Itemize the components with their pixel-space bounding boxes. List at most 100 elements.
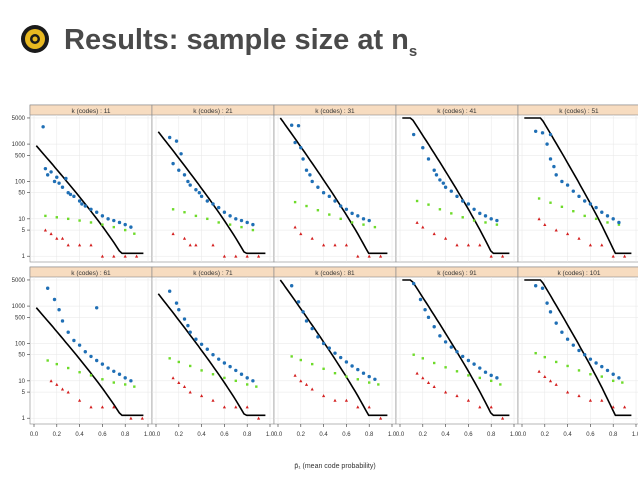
- blue-point: [100, 214, 105, 218]
- x-tick-label: 0.4: [75, 432, 84, 438]
- green-point: [234, 379, 237, 383]
- blue-point: [129, 225, 133, 229]
- green-point: [228, 223, 232, 226]
- green-point: [78, 371, 81, 374]
- blue-point: [117, 372, 122, 376]
- panel-strip-label: k (codes) : 11: [72, 108, 111, 115]
- green-point: [206, 217, 209, 221]
- green-point: [534, 351, 537, 355]
- blue-point: [432, 168, 436, 172]
- green-point: [89, 221, 93, 224]
- blue-point: [296, 124, 301, 128]
- panel-frame: [395, 104, 519, 263]
- red-point: [426, 380, 431, 384]
- green-point: [240, 225, 243, 229]
- green-point: [612, 379, 615, 383]
- blue-point: [296, 300, 301, 304]
- blue-point: [577, 348, 581, 353]
- x-tick-label: 0.6: [342, 432, 351, 438]
- blue-point: [89, 207, 93, 211]
- green-point: [444, 366, 447, 369]
- blue-point: [548, 132, 553, 137]
- blue-point: [308, 173, 312, 177]
- green-point: [251, 228, 255, 232]
- red-point: [211, 398, 215, 402]
- green-point: [373, 225, 377, 229]
- green-point: [461, 216, 464, 219]
- panel-frame: [517, 266, 638, 425]
- red-point: [182, 236, 187, 240]
- red-point: [140, 416, 144, 420]
- red-point: [310, 236, 314, 240]
- blue-point: [80, 202, 84, 206]
- blue-point: [554, 321, 558, 325]
- red-point: [89, 405, 93, 409]
- y-tick-label: 500: [15, 315, 26, 321]
- green-point: [133, 232, 136, 235]
- blue-point: [199, 342, 204, 346]
- blue-point: [72, 338, 76, 343]
- panel-strip: [517, 266, 638, 278]
- red-point: [566, 232, 570, 236]
- green-point: [67, 217, 70, 221]
- blue-point: [617, 376, 621, 380]
- blue-point: [188, 330, 192, 334]
- x-tick-label: 0.2: [175, 432, 184, 438]
- red-point: [257, 416, 261, 420]
- blue-point: [495, 376, 499, 380]
- blue-point: [367, 218, 371, 223]
- green-point: [589, 373, 592, 376]
- red-point: [188, 243, 192, 247]
- x-tick-label: 0.8: [243, 432, 252, 438]
- red-point: [444, 390, 448, 394]
- blue-point: [316, 335, 320, 339]
- panel-strip-label: k (codes) : 71: [193, 270, 233, 277]
- blue-point: [321, 191, 326, 195]
- red-point: [623, 254, 627, 258]
- blue-point: [251, 222, 255, 227]
- red-point: [112, 405, 116, 409]
- panel-strip-label: k (codes) : 21: [193, 108, 233, 115]
- blue-point: [565, 337, 570, 341]
- x-tick-label: 1.0: [632, 432, 638, 438]
- green-point: [377, 383, 380, 386]
- red-point: [623, 405, 627, 409]
- blue-point: [228, 214, 232, 218]
- red-point: [171, 232, 175, 236]
- blue-point: [605, 368, 610, 373]
- red-point: [611, 405, 615, 409]
- green-point: [566, 364, 569, 368]
- blue-point: [194, 188, 198, 192]
- red-point: [489, 405, 493, 409]
- green-point: [499, 383, 502, 386]
- x-tick-label: 0.4: [563, 432, 572, 438]
- panel-strip-label: k (codes) : 101: [558, 270, 601, 277]
- green-point: [316, 209, 320, 212]
- blue-point: [418, 297, 423, 302]
- green-point: [44, 214, 47, 218]
- red-point: [222, 405, 226, 409]
- x-tick-label: 1.0: [510, 432, 519, 438]
- green-point: [490, 379, 493, 383]
- blue-point: [455, 194, 459, 199]
- blue-point: [179, 152, 183, 156]
- blue-point: [251, 379, 255, 383]
- red-point: [129, 416, 133, 420]
- blue-point: [344, 360, 349, 364]
- slide-title: Results: sample size at ns: [64, 24, 417, 60]
- panel-frame: [151, 104, 275, 263]
- blue-point: [222, 210, 227, 214]
- blue-point: [199, 194, 204, 199]
- blue-point: [455, 350, 459, 354]
- x-tick-label: 1.0: [388, 432, 397, 438]
- y-tick-label: 1: [22, 254, 26, 260]
- blue-point: [617, 220, 621, 225]
- blue-point: [540, 286, 545, 290]
- green-point: [583, 214, 586, 218]
- blue-point: [441, 181, 446, 185]
- green-point: [78, 219, 81, 222]
- blue-point: [77, 343, 82, 347]
- red-point: [566, 390, 570, 394]
- blue-point: [432, 325, 436, 329]
- green-point: [133, 385, 136, 388]
